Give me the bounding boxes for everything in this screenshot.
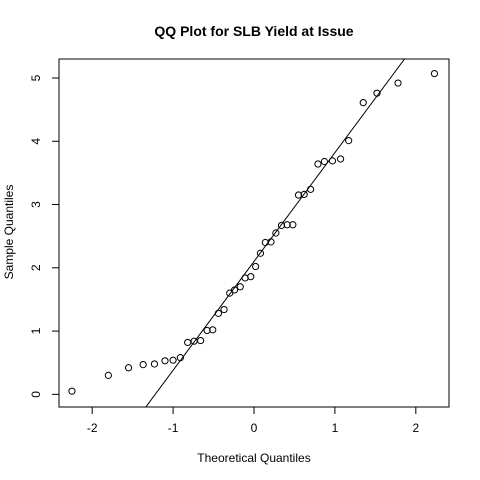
y-axis-title: Sample Quantiles — [2, 185, 16, 280]
x-tick-label: 2 — [412, 421, 419, 435]
data-point — [252, 262, 260, 271]
data-point — [256, 249, 265, 257]
y-tick-label: 3 — [29, 201, 43, 208]
plot-frame — [58, 58, 450, 408]
data-point — [139, 361, 147, 369]
data-point — [161, 357, 169, 365]
data-point — [184, 338, 192, 347]
data-point — [314, 160, 322, 168]
data-point — [150, 360, 159, 368]
data-point — [300, 190, 308, 199]
data-point — [176, 354, 184, 362]
data-point — [373, 89, 381, 97]
data-point — [236, 283, 244, 291]
data-point — [336, 155, 345, 163]
data-point — [169, 356, 177, 364]
data-point — [230, 286, 239, 294]
y-tick-label: 0 — [29, 391, 43, 398]
data-point — [124, 364, 133, 372]
y-tick-label: 1 — [29, 327, 43, 334]
data-point — [328, 157, 337, 165]
data-point — [241, 274, 249, 282]
axes-layer: -2 -1 0 1 2 0 1 2 3 4 5 — [29, 74, 419, 435]
data-point — [220, 305, 228, 314]
y-tick-label: 4 — [29, 138, 43, 145]
y-tick-label: 5 — [29, 74, 43, 81]
data-point — [196, 336, 205, 345]
data-point — [307, 185, 315, 193]
data-point — [283, 221, 291, 229]
x-tick-label: -2 — [87, 421, 98, 435]
data-point — [359, 99, 367, 107]
data-point — [394, 79, 402, 87]
data-point — [214, 309, 222, 317]
x-tick-label: 0 — [251, 421, 258, 435]
x-tick-label: 1 — [332, 421, 339, 435]
data-point — [272, 229, 280, 237]
data-point — [226, 289, 234, 297]
x-tick-label: -1 — [168, 421, 179, 435]
data-point — [345, 137, 353, 145]
chart-title: QQ Plot for SLB Yield at Issue — [154, 23, 353, 39]
data-points-layer — [68, 69, 439, 395]
data-point — [247, 273, 255, 281]
data-point — [320, 157, 328, 166]
data-point — [289, 221, 297, 229]
data-point — [267, 238, 275, 246]
data-point — [68, 387, 76, 395]
data-point — [104, 371, 112, 379]
data-point — [430, 69, 439, 78]
x-axis-title: Theoretical Quantiles — [197, 451, 310, 465]
data-point — [209, 326, 217, 334]
y-tick-label: 2 — [29, 264, 43, 271]
